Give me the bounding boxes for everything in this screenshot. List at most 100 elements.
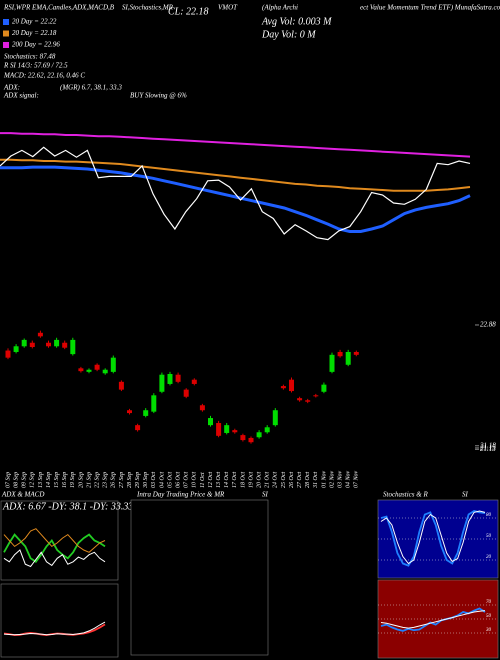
candle-body bbox=[280, 386, 286, 389]
panel-subtitle: SI bbox=[462, 491, 469, 499]
candle-body bbox=[37, 332, 43, 337]
x-tick-label: 30 Sep bbox=[143, 472, 149, 489]
moving-average bbox=[0, 132, 471, 158]
candle-body bbox=[70, 339, 76, 355]
moving-average bbox=[0, 165, 471, 233]
x-tick-label: 03 Oct bbox=[151, 472, 157, 488]
x-tick-label: 01 Nov bbox=[321, 470, 327, 488]
candle-body bbox=[232, 430, 238, 433]
symbol: VMOT bbox=[218, 4, 238, 12]
moving-average bbox=[0, 158, 471, 192]
indicator-line bbox=[380, 610, 486, 629]
candle-body bbox=[13, 346, 19, 352]
candle-body bbox=[353, 351, 359, 355]
stat: ADX signal: bbox=[3, 92, 39, 100]
x-tick-label: 02 Nov bbox=[329, 470, 335, 488]
candle-body bbox=[94, 364, 100, 370]
indicator-line bbox=[3, 549, 106, 568]
candle-body bbox=[78, 368, 84, 372]
panel-title: Intra Day Trading Price & MR bbox=[136, 491, 225, 499]
x-tick-label: 28 Oct bbox=[305, 472, 311, 488]
legend-label: 20 Day = 22.18 bbox=[12, 29, 57, 37]
x-tick-label: 24 Oct bbox=[272, 472, 279, 488]
name-left: (Alpha Archi bbox=[262, 4, 298, 12]
x-tick-label: 15 Sep bbox=[54, 472, 60, 488]
candle-body bbox=[118, 381, 124, 390]
x-tick-label: 27 Sep bbox=[119, 472, 125, 488]
x-tick-label: 05 Oct bbox=[167, 472, 173, 488]
stat: R SI 14/3: 57.69 / 72.5 bbox=[3, 62, 68, 70]
candle-body bbox=[313, 395, 319, 397]
candle-body bbox=[297, 398, 303, 401]
stat: MACD: 22.62, 22.16, 0.46 C bbox=[3, 72, 85, 80]
indicator-line bbox=[380, 510, 486, 565]
legend-label: 200 Day = 22.96 bbox=[12, 41, 60, 49]
candle-body bbox=[86, 369, 92, 372]
candle-body bbox=[240, 435, 246, 441]
candle-body bbox=[345, 351, 351, 365]
candle-body bbox=[102, 369, 108, 374]
candle-body bbox=[21, 339, 27, 347]
y-tick-label: 21.13 bbox=[480, 445, 496, 453]
panel-title: ADX & MACD bbox=[1, 491, 44, 499]
candle-body bbox=[175, 374, 181, 382]
candle-body bbox=[183, 389, 189, 397]
stat: (MGR) 6.7, 38.1, 33.3 bbox=[60, 84, 122, 92]
candle-body bbox=[305, 400, 311, 402]
candle-body bbox=[54, 339, 60, 347]
x-tick-label: 31 Oct bbox=[313, 472, 319, 489]
day-volume: Day Vol: 0 M bbox=[261, 29, 316, 40]
candle-body bbox=[46, 342, 51, 347]
legend-swatch bbox=[3, 19, 9, 25]
x-tick-label: 29 Sep bbox=[135, 472, 141, 488]
candle-body bbox=[256, 432, 262, 438]
x-tick-label: 19 Sep bbox=[70, 472, 76, 488]
x-tick-label: 06 Oct bbox=[175, 472, 181, 488]
x-tick-label: 26 Oct bbox=[289, 472, 295, 488]
legend-swatch bbox=[3, 42, 9, 48]
indicators: RSI,WPR EMA,Candles,ADX,MACD,B bbox=[3, 4, 115, 12]
x-tick-label: 09 Sep bbox=[22, 472, 28, 488]
candle-body bbox=[5, 350, 11, 358]
x-tick-label: 28 Sep bbox=[127, 472, 133, 488]
candle-body bbox=[337, 351, 343, 357]
x-tick-label: 26 Sep bbox=[111, 472, 117, 488]
y-tick-label: 70 bbox=[486, 600, 492, 605]
x-tick-label: 25 Oct bbox=[281, 472, 287, 488]
candle-body bbox=[208, 418, 213, 426]
stat: Stochastics: 87.48 bbox=[4, 53, 56, 61]
y-tick-label: 21.15 bbox=[480, 444, 496, 452]
x-tick-label: 17 Oct bbox=[232, 472, 238, 488]
stat: BUY Slowing @ 6% bbox=[130, 92, 187, 100]
candle-body bbox=[143, 410, 149, 416]
indicator-line bbox=[380, 510, 486, 567]
x-tick-label: 21 Oct bbox=[265, 472, 271, 488]
x-tick-label: 14 Sep bbox=[45, 472, 52, 488]
y-tick-label: 80 bbox=[486, 513, 492, 518]
indicator-line bbox=[3, 528, 106, 553]
candle-body bbox=[151, 395, 157, 412]
candle-body bbox=[191, 379, 197, 384]
panel bbox=[130, 499, 269, 656]
x-tick-label: 03 Nov bbox=[337, 470, 343, 488]
candle-body bbox=[135, 425, 141, 431]
x-tick-label: 16 Sep bbox=[62, 472, 68, 488]
candle-body bbox=[62, 342, 68, 348]
panel-subtitle: SI bbox=[262, 491, 269, 499]
candle-body bbox=[110, 357, 116, 372]
stat: ADX: bbox=[3, 84, 20, 92]
x-tick-label: 11 Oct bbox=[200, 472, 206, 488]
y-tick-label: 50 bbox=[486, 534, 492, 539]
x-tick-label: 04 Nov bbox=[345, 470, 352, 488]
x-tick-label: 14 Oct bbox=[223, 472, 230, 488]
candle-body bbox=[248, 437, 254, 443]
candle-body bbox=[329, 354, 335, 372]
candle-body bbox=[29, 342, 35, 347]
x-tick-label: 07 Sep bbox=[5, 472, 11, 488]
x-tick-label: 13 Sep bbox=[38, 472, 44, 488]
x-tick-label: 07 Nov bbox=[354, 470, 360, 488]
x-tick-label: 10 Oct bbox=[192, 472, 198, 488]
candle-body bbox=[167, 374, 173, 384]
candle-body bbox=[216, 423, 222, 436]
